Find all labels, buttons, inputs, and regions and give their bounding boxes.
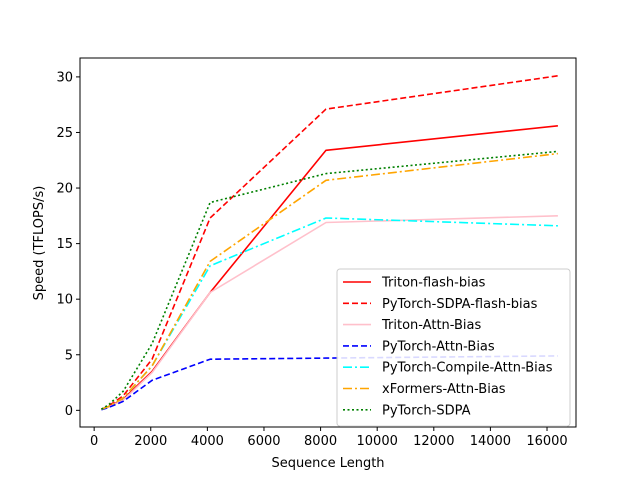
y-axis-label: Speed (TFLOPS/s) (32, 186, 47, 301)
x-axis-label: Sequence Length (271, 456, 384, 471)
series-line-xformers-attn-bias (101, 152, 558, 410)
legend-label: Triton-flash-bias (381, 276, 486, 291)
plot-frame (79, 57, 577, 428)
series-line-pytorch-sdpa-flash-bias (101, 75, 559, 410)
x-tick-label: 12000 (413, 434, 454, 449)
series-line-pytorch-sdpa (100, 150, 558, 410)
y-tick-label: 30 (56, 70, 73, 85)
legend-label: PyTorch-SDPA-flash-bias (382, 297, 538, 312)
x-axis-ticks: 0 2000 4000 6000 8000 10000 12000 14000 16000 (90, 427, 568, 449)
series-line-pytorch-attn-bias (101, 355, 558, 411)
y-tick-label: 10 (56, 293, 73, 308)
y-tick-label: 25 (56, 126, 73, 141)
legend-label: PyTorch-SDPA (382, 403, 471, 418)
x-tick-label: 14000 (470, 434, 511, 449)
y-axis-ticks: 0 5 10 15 20 25 30 (56, 70, 80, 419)
x-tick-label: 10000 (357, 434, 398, 449)
y-tick-label: 15 (56, 237, 73, 252)
x-tick-label: 0 (90, 434, 98, 449)
y-tick-label: 20 (56, 182, 73, 197)
x-tick-label: 16000 (526, 434, 567, 449)
x-tick-label: 6000 (247, 434, 280, 449)
legend-label: Triton-Attn-Bias (381, 318, 482, 333)
legend-label: PyTorch-Attn-Bias (382, 339, 495, 354)
y-tick-label: 0 (65, 404, 73, 419)
plot-lines (100, 75, 559, 411)
legend-box (336, 268, 571, 427)
legend: Triton-flash-bias PyTorch-SDPA-flash-bias… (336, 268, 571, 427)
legend-label: PyTorch-Compile-Attn-Bias (382, 361, 553, 376)
x-tick-label: 8000 (304, 434, 337, 449)
legend-label: xFormers-Attn-Bias (382, 382, 506, 397)
x-tick-label: 2000 (134, 434, 167, 449)
x-tick-label: 4000 (191, 434, 224, 449)
y-tick-label: 5 (65, 348, 73, 363)
